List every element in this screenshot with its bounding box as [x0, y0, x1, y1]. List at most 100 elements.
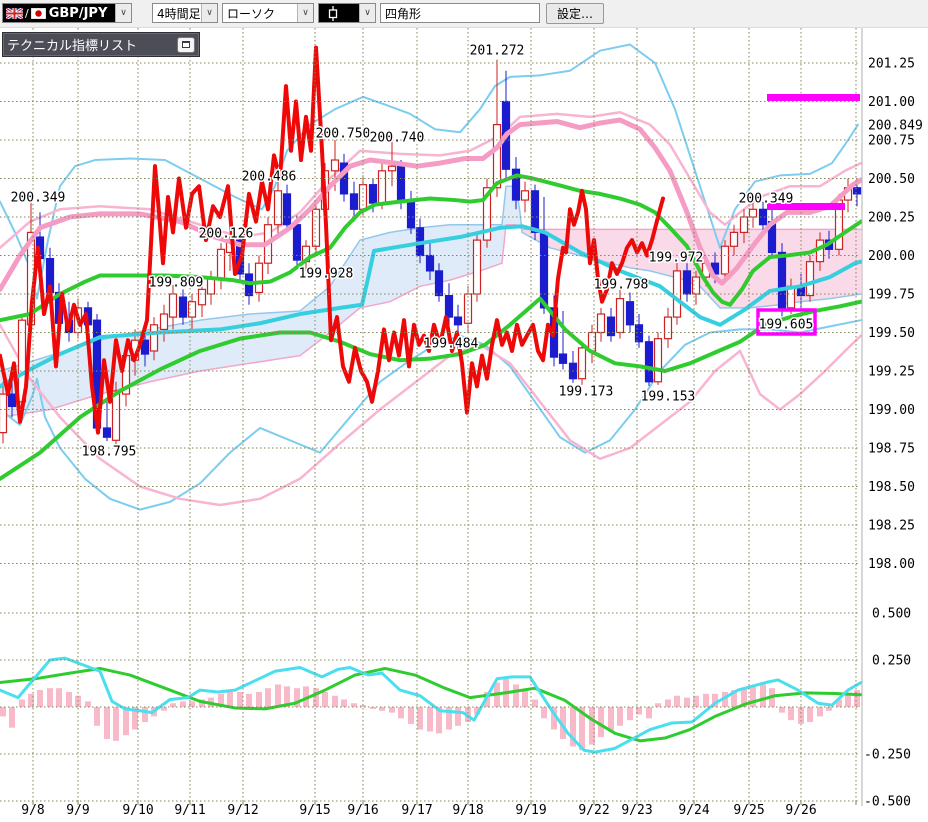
histogram-bar [779, 707, 785, 713]
y-axis-label: 199.25 [868, 365, 915, 380]
candle-bear [777, 251, 787, 309]
histogram-bar [341, 699, 347, 707]
candle-bull [254, 262, 264, 294]
candle-bull [748, 208, 758, 218]
price-annotation-label: 199.173 [559, 385, 614, 400]
ma-cyan [0, 224, 862, 389]
chevron-down-icon: ∨ [201, 4, 217, 22]
histogram-bar [807, 707, 813, 723]
price-annotation-label: 199.484 [424, 337, 479, 352]
date-label: 9/9 [66, 803, 89, 818]
candle-bear [530, 190, 540, 234]
price-annotation-label: 200.349 [11, 191, 66, 206]
histogram-bar [722, 691, 728, 707]
date-label: 9/19 [515, 803, 546, 818]
histogram-bar [845, 693, 851, 707]
candle-bear [396, 165, 406, 203]
histogram-bar [275, 684, 281, 707]
pair-flags: / [3, 7, 49, 20]
date-label: 9/12 [227, 803, 258, 818]
histogram-bar [265, 688, 271, 707]
candle-bull [596, 313, 606, 334]
magenta-line-drawing[interactable] [767, 94, 860, 101]
candle-bear [406, 201, 416, 229]
indicator-axis-label: -0.500 [864, 795, 911, 810]
histogram-bar [674, 695, 680, 707]
histogram-bar [37, 690, 43, 707]
histogram-bar [161, 707, 167, 711]
histogram-bar [284, 686, 290, 707]
price-annotation-label: 199.605 [759, 318, 814, 333]
candle-style-selector[interactable]: ∨ [318, 3, 376, 23]
price-annotation-label: 200.349 [739, 192, 794, 207]
pair-label: GBP/JPY [48, 5, 108, 21]
candle-bear [292, 224, 302, 261]
technical-indicator-list-panel[interactable]: テクニカル指標リスト [2, 32, 200, 57]
candle-bull [387, 165, 397, 172]
current-value-label: 200.849 [868, 118, 923, 133]
flag-separator: / [25, 6, 29, 20]
candle-bear [758, 208, 768, 226]
chart-type-selector[interactable]: ローソク ∨ [222, 3, 314, 23]
candle-bear [349, 193, 359, 210]
histogram-bar [836, 699, 842, 707]
panel-title: テクニカル指標リスト [7, 39, 138, 54]
candle-bear [102, 427, 112, 438]
candle-bear [282, 193, 292, 226]
settings-button[interactable]: 設定… [546, 3, 605, 24]
histogram-bar [579, 707, 585, 751]
chevron-down-icon: ∨ [115, 4, 131, 22]
candle-bear [606, 316, 616, 337]
japan-flag-icon [30, 7, 46, 19]
date-label: 9/17 [401, 803, 432, 818]
pair-selector[interactable]: / GBP/JPY ∨ [2, 3, 132, 23]
date-label: 9/24 [678, 803, 709, 818]
histogram-bar [313, 688, 319, 707]
band-cyan-upper [0, 43, 859, 300]
ma-green-lower [0, 296, 862, 481]
candle-bull [472, 239, 482, 295]
panel-restore-button[interactable] [177, 36, 195, 53]
candle-bear [453, 316, 463, 326]
shape-tool-input[interactable] [380, 3, 540, 23]
candle-bull [739, 216, 749, 233]
candle-bull [615, 298, 625, 334]
restore-icon [182, 41, 190, 48]
candle-bull [691, 276, 701, 295]
toolbar: / GBP/JPY ∨ 4時間足 ∨ ローソク ∨ ∨ 設定… [0, 0, 928, 28]
candle-bear [7, 393, 17, 408]
histogram-bar [854, 690, 860, 707]
candle-bear [444, 294, 454, 318]
histogram-bar [741, 688, 747, 707]
histogram-bar [189, 701, 195, 707]
magenta-rectangle-drawing[interactable] [756, 308, 817, 336]
histogram-bar [227, 691, 233, 707]
histogram-bar [123, 707, 129, 736]
magenta-line-drawing[interactable] [767, 203, 845, 210]
histogram-bar [47, 688, 53, 707]
histogram-bar [750, 686, 756, 707]
candle-bull [520, 190, 530, 201]
drawing-annotations[interactable] [756, 94, 860, 336]
date-label: 9/11 [174, 803, 205, 818]
histogram-bar [303, 686, 309, 707]
candle-bull [330, 159, 340, 172]
histogram-bar [712, 693, 718, 707]
histogram-bar [684, 697, 690, 707]
histogram-bar [646, 707, 652, 719]
y-axis-label: 198.00 [868, 557, 915, 572]
candle-bull [663, 316, 673, 340]
histogram-bar [417, 707, 423, 730]
candle-bull [0, 393, 8, 434]
timeframe-label: 4時間足 [157, 6, 201, 21]
candle-bear [434, 270, 444, 297]
indicator-axis-label: 0.250 [872, 654, 911, 669]
indicator-axis-label: -0.250 [864, 748, 911, 763]
histogram-bar [398, 707, 404, 719]
gridlines [0, 28, 863, 806]
timeframe-selector[interactable]: 4時間足 ∨ [152, 3, 218, 23]
histogram-bar [246, 693, 252, 707]
histogram-bar [731, 690, 737, 707]
histogram-bar [608, 707, 614, 732]
price-annotation-label: 200.740 [370, 131, 425, 146]
